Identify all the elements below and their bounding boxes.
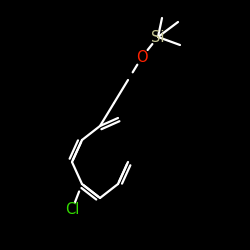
Text: Cl: Cl — [65, 202, 79, 218]
Text: Si: Si — [151, 30, 165, 44]
Text: O: O — [136, 50, 148, 64]
